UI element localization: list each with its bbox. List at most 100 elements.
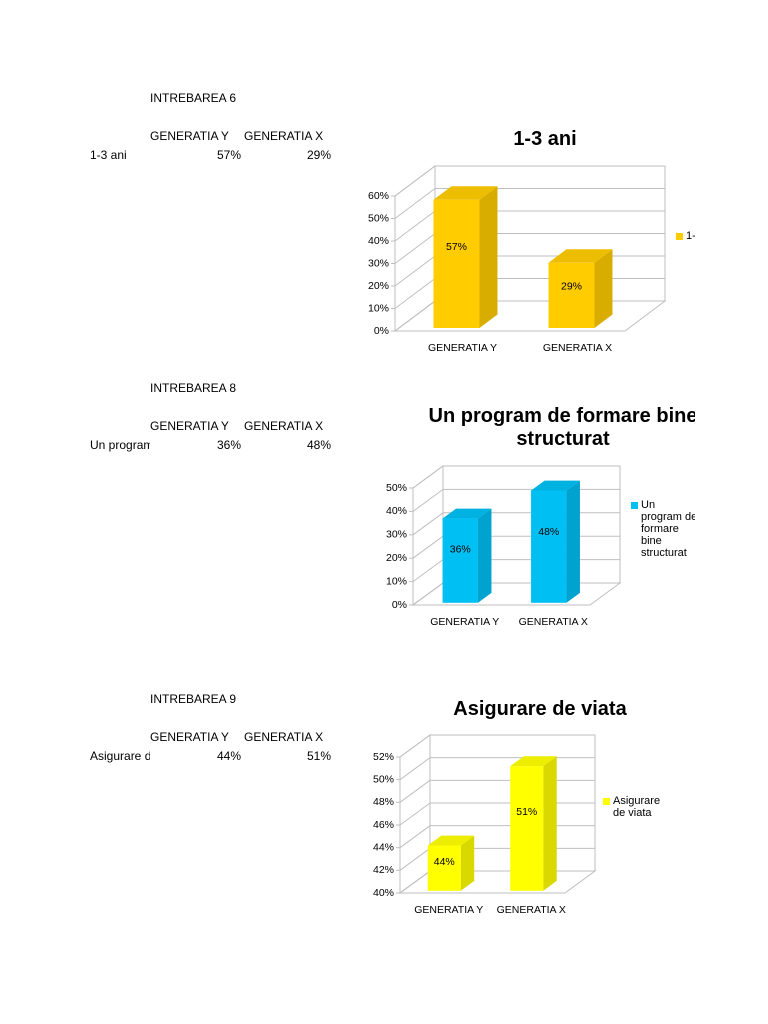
cell-value: 57% [216,148,241,162]
grid-line [399,870,431,894]
grid-line [412,512,444,536]
bar-top [442,508,492,519]
bar [531,490,567,603]
grid-line [399,802,431,826]
bar-side [594,249,613,328]
grid-line [394,278,436,309]
bar-side [543,756,557,891]
y-tick-label: 60% [368,190,389,202]
y-tick-label: 50% [386,482,407,494]
y-tick-label: 0% [374,325,389,337]
bar-side [477,508,492,603]
column-header: GENERATIA X [244,419,324,433]
question: INTREBAREA 9 [150,692,237,706]
cell-value: 51% [306,749,331,763]
column-header: GENERATIA X [244,730,324,744]
x-tick-label: GENERATIA X [497,904,566,916]
question: INTREBAREA 6 [150,91,237,105]
bar [548,262,595,328]
grid-line [394,233,436,264]
grid-line [412,465,444,489]
data-label: 36% [450,544,471,556]
chart-title: Asigurare de viata [453,698,627,720]
x-tick-label: GENERATIA X [519,616,588,628]
x-tick-label: GENERATIA X [543,342,612,354]
row-label: Un program de formare bine structurat [90,438,150,452]
row-label: 1-3 ani [90,148,127,162]
row-label: Asigurare de viata [90,749,150,763]
grid-line [412,488,444,512]
column-header: GENERATIA Y [150,419,229,433]
grid-line [394,300,436,332]
x-tick-label: GENERATIA Y [430,616,499,628]
grid-line [399,847,431,871]
bar-top [510,756,557,767]
grid-line [412,582,444,606]
bar [510,766,544,891]
y-tick-label: 30% [368,257,389,269]
bar [442,518,478,603]
column-header: GENERATIA Y [150,730,229,744]
x-tick-label: GENERATIA Y [414,904,483,916]
data-label: 51% [516,806,537,818]
question: INTREBAREA 8 [150,381,237,395]
grid-line [412,535,444,559]
data-label: 29% [561,281,582,293]
data-label: 57% [446,241,467,253]
grid-line [399,825,431,849]
bar [433,199,480,328]
bar-side [566,480,580,603]
data-label: 48% [538,526,559,538]
column-header: GENERATIA X [244,129,324,143]
bar-side [460,835,475,891]
y-tick-label: 46% [373,819,394,831]
bar-top [427,835,475,846]
y-tick-label: 20% [386,552,407,564]
y-tick-label: 50% [373,773,394,785]
bar [427,845,461,891]
grid-line [412,559,444,583]
legend-swatch [631,502,638,509]
cell-value: 29% [306,148,331,162]
x-tick-label: GENERATIA Y [428,342,497,354]
y-tick-label: 0% [392,599,407,611]
y-tick-label: 30% [386,529,407,541]
y-tick-label: 10% [386,575,407,587]
chart-title: 1-3 ani [513,128,577,150]
grid-line [399,779,431,803]
page: 0% 10% 20% 30% 40% 50% 60% GENERATIA Y GENERATIA… [90,91,695,916]
grid-line [399,757,431,781]
y-tick-label: 48% [373,796,394,808]
y-tick-label: 40% [368,235,389,247]
grid-line [394,210,436,242]
chart-title: Un program de formare bine structurat [428,405,695,450]
legend-swatch [603,798,610,805]
y-tick-label: 52% [373,751,394,763]
bar-top [531,480,580,491]
grid-line [394,255,436,287]
legend-label: Un program de formare bine structurat [641,499,695,559]
y-tick-label: 42% [373,864,394,876]
data-label: 44% [434,856,455,868]
y-tick-label: 20% [368,280,389,292]
y-tick-label: 40% [386,505,407,517]
cell-value: 44% [216,749,241,763]
grid-line [394,188,436,219]
bar-side [479,186,498,328]
legend-label: Asigurare de viata [613,795,661,819]
bar-top [548,249,613,263]
grid-line [394,165,436,197]
y-tick-label: 10% [368,302,389,314]
side-wall [412,465,444,606]
cell-value: 48% [306,438,331,452]
bar-top [433,186,498,200]
y-tick-label: 40% [373,887,394,899]
charts: 0% 10% 20% 30% 40% 50% 60% GENERATIA Y GENERATIA… [368,165,667,916]
column-header: GENERATIA Y [150,129,229,143]
cell-value: 36% [216,438,241,452]
legend-label: 1-3 ani [686,230,695,242]
grid-line [399,734,431,758]
legend-swatch [676,233,683,240]
y-tick-label: 50% [368,212,389,224]
y-tick-label: 44% [373,841,394,853]
